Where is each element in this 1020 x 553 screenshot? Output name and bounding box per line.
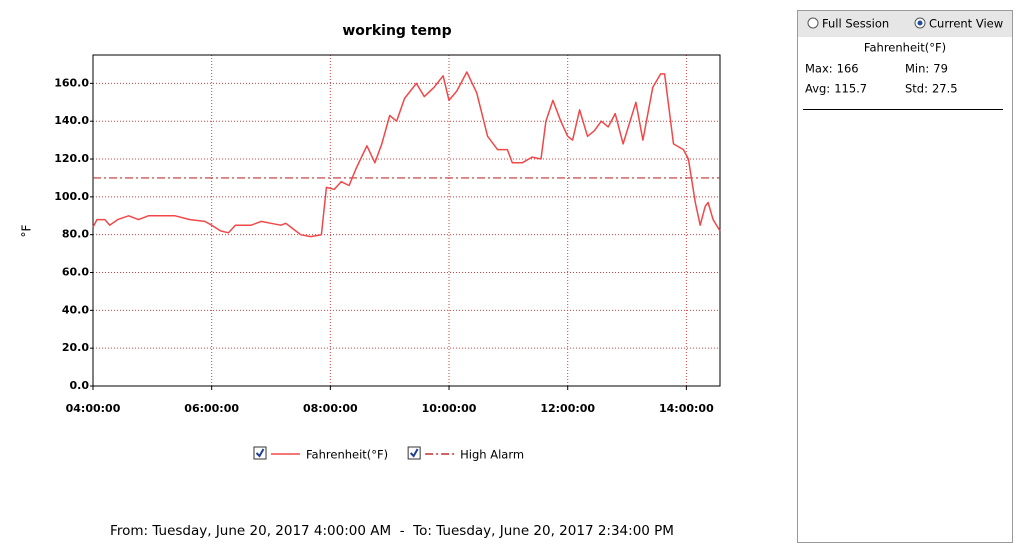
stat-label: Max: xyxy=(805,62,833,76)
y-tick-label: 160.0 xyxy=(54,76,89,89)
y-axis-label: °F xyxy=(20,224,34,237)
stats-panel: Full Session Current View Fahrenheit(°F) Ma… xyxy=(797,10,1013,543)
radio-circle xyxy=(807,17,819,29)
radio-label: Current View xyxy=(929,17,1003,31)
stat-value: 166 xyxy=(837,62,859,76)
x-tick-label: 04:00:00 xyxy=(66,402,121,415)
legend-item: High Alarm xyxy=(407,446,524,462)
radio-dot xyxy=(917,20,923,26)
y-tick-label: 0.0 xyxy=(70,379,90,392)
panel-box xyxy=(797,10,1013,543)
y-tick-label: 60.0 xyxy=(62,266,89,279)
checkbox-check xyxy=(409,448,419,458)
x-tick-label: 14:00:00 xyxy=(659,402,714,415)
stat-label: Min: xyxy=(905,62,929,76)
checkbox-box xyxy=(253,446,267,460)
checkbox-check xyxy=(255,448,265,458)
legend-checkbox[interactable] xyxy=(407,446,421,460)
stat-label: Std: xyxy=(905,82,928,96)
chart-title: working temp xyxy=(342,23,451,39)
panel-header xyxy=(798,11,1012,37)
time-range: From: Tuesday, June 20, 2017 4:00:00 AM … xyxy=(110,523,674,539)
view-radio[interactable]: Current View xyxy=(914,17,1003,31)
stat-value: 115.7 xyxy=(834,82,867,96)
series-line xyxy=(92,71,721,238)
x-tick-label: 12:00:00 xyxy=(540,402,595,415)
legend-label: High Alarm xyxy=(460,448,524,462)
checkbox-box xyxy=(407,446,421,460)
stat-value: 27.5 xyxy=(932,82,958,96)
legend-label: Fahrenheit(°F) xyxy=(306,448,388,462)
stat-value: 79 xyxy=(933,62,948,76)
y-tick-label: 140.0 xyxy=(54,114,89,127)
legend-item: Fahrenheit(°F) xyxy=(253,446,388,462)
legend-checkbox[interactable] xyxy=(253,446,267,460)
y-tick-label: 100.0 xyxy=(54,190,89,203)
view-radio[interactable]: Full Session xyxy=(807,17,889,31)
y-tick-label: 120.0 xyxy=(54,152,89,165)
y-tick-label: 80.0 xyxy=(62,228,89,241)
x-tick-label: 06:00:00 xyxy=(184,402,239,415)
radio-label: Full Session xyxy=(822,17,889,31)
x-tick-label: 08:00:00 xyxy=(303,402,358,415)
panel-heading: Fahrenheit(°F) xyxy=(864,41,946,55)
x-tick-label: 10:00:00 xyxy=(422,402,477,415)
plot-frame xyxy=(92,54,721,387)
y-tick-label: 20.0 xyxy=(62,341,89,354)
stat-label: Avg: xyxy=(805,82,830,96)
y-tick-label: 40.0 xyxy=(62,303,89,316)
